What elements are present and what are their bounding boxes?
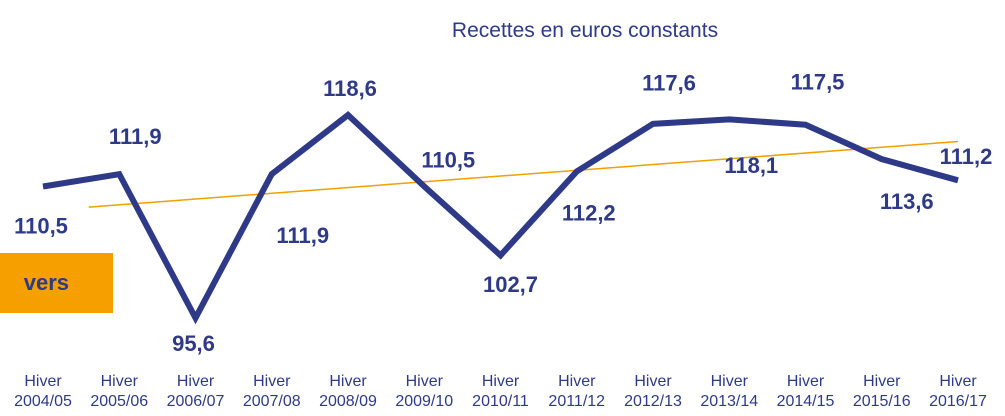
value-label: 113,6 (880, 189, 934, 214)
value-label: 111,2 (940, 144, 993, 169)
trend-line (88, 140, 959, 208)
value-label: 110,5 (14, 213, 68, 238)
x-tick-label: Hiver 2013/14 (700, 373, 759, 410)
data-line (42, 111, 959, 325)
x-tick-label: Hiver 2006/07 (166, 373, 225, 410)
value-label: 111,9 (276, 223, 329, 248)
x-tick-label: Hiver 2014/15 (776, 373, 835, 410)
value-label: 117,5 (791, 70, 845, 95)
x-tick-label: Hiver 2016/17 (929, 373, 987, 410)
x-tick-label: Hiver 2015/16 (852, 373, 911, 410)
x-tick-label: Hiver 2010/11 (472, 373, 529, 410)
value-label: 117,6 (642, 71, 696, 96)
x-tick-label: Hiver 2011/12 (548, 373, 606, 410)
x-tick-label: Hiver 2007/08 (242, 373, 301, 410)
x-tick-label: Hiver 2008/09 (319, 373, 377, 410)
x-tick-label: Hiver 2004/05 (14, 373, 72, 410)
value-label: 111,9 (109, 124, 162, 149)
chart-title: Recettes en euros constants (452, 19, 718, 42)
value-label: 118,6 (323, 76, 377, 101)
value-label: 112,2 (562, 200, 616, 225)
x-tick-label: Hiver 2012/13 (624, 373, 682, 410)
annotation-box: vers (0, 253, 113, 313)
x-tick-label: Hiver 2005/06 (90, 373, 149, 410)
x-tick-label: Hiver 2009/10 (395, 373, 454, 410)
value-label: 102,7 (483, 272, 538, 297)
value-label: 110,5 (421, 147, 475, 172)
value-label: 118,1 (724, 153, 778, 178)
value-label: 95,6 (172, 331, 215, 356)
